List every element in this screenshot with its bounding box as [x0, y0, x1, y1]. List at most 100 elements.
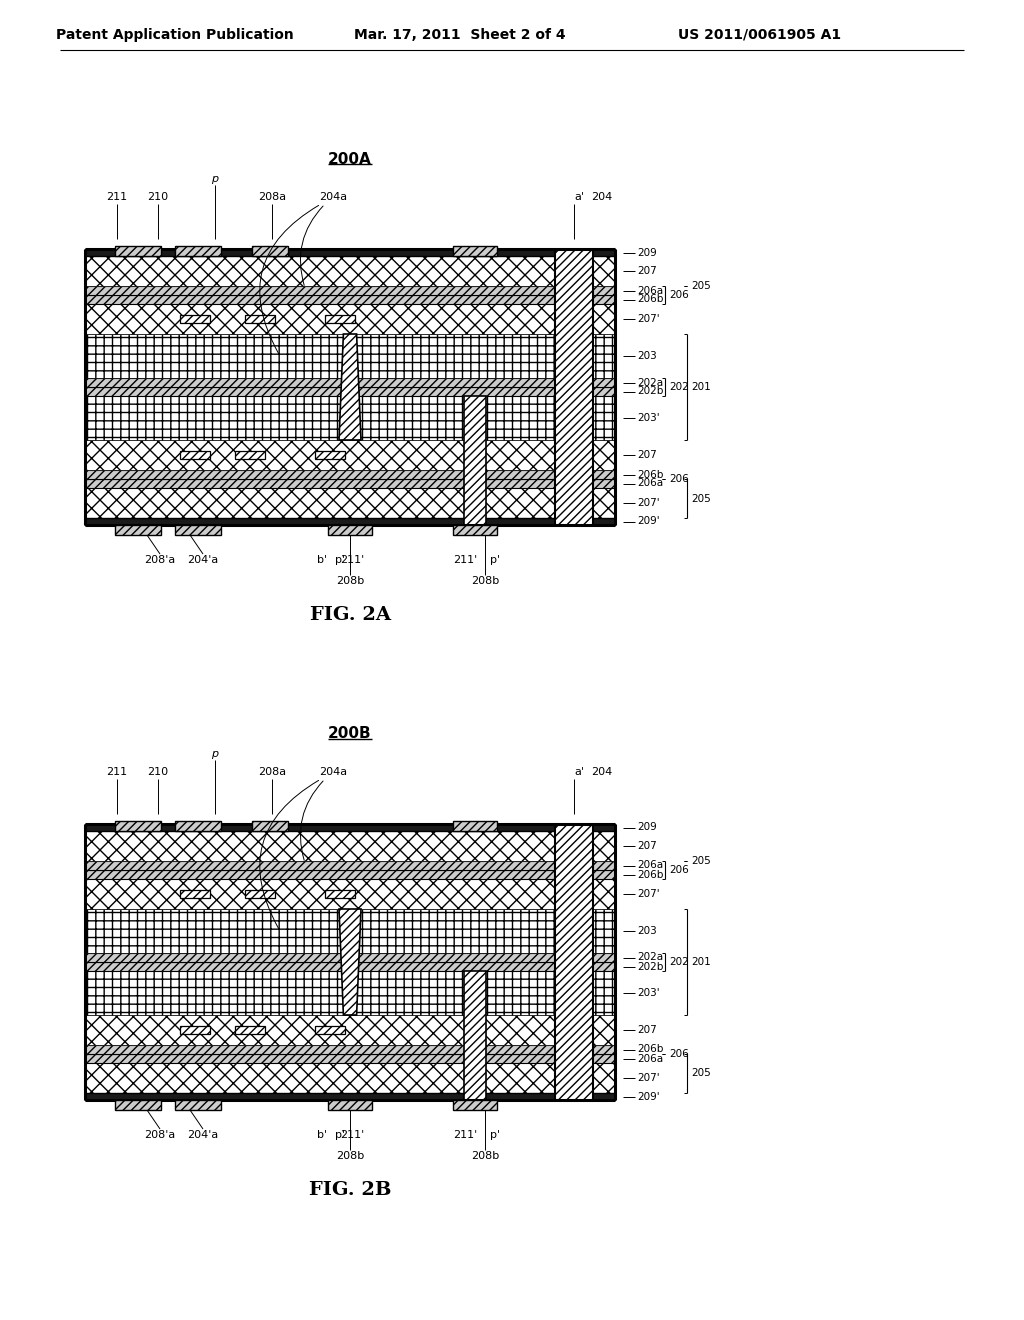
Text: 208b: 208b — [336, 1151, 365, 1162]
Text: 204: 204 — [592, 191, 612, 202]
Text: 204a: 204a — [318, 191, 347, 202]
Text: 202a: 202a — [637, 378, 664, 388]
Text: 209: 209 — [637, 248, 656, 257]
Text: a': a' — [574, 191, 584, 202]
Text: p: p — [211, 748, 218, 759]
Bar — [325, 890, 355, 898]
Bar — [85, 488, 615, 517]
Text: FIG. 2A: FIG. 2A — [309, 606, 390, 624]
Text: 202: 202 — [669, 381, 689, 392]
Bar — [180, 451, 210, 459]
Bar — [85, 861, 615, 870]
Bar — [453, 246, 497, 256]
Bar — [85, 387, 615, 396]
Text: 211: 211 — [106, 767, 128, 777]
Text: Mar. 17, 2011  Sheet 2 of 4: Mar. 17, 2011 Sheet 2 of 4 — [354, 28, 566, 42]
Text: 204'a: 204'a — [187, 554, 219, 565]
Text: 207: 207 — [637, 267, 656, 276]
Bar — [85, 479, 615, 488]
Bar — [85, 517, 615, 525]
Bar — [180, 1026, 210, 1034]
Text: 205: 205 — [691, 855, 711, 866]
Text: 207: 207 — [637, 450, 656, 459]
Bar — [180, 890, 210, 898]
Bar — [175, 525, 221, 535]
Bar — [555, 249, 593, 525]
Text: 207': 207' — [637, 498, 659, 508]
Bar — [85, 953, 615, 962]
Bar — [85, 440, 615, 470]
Text: 206: 206 — [669, 290, 689, 300]
Bar — [85, 304, 615, 334]
Text: 208b: 208b — [471, 576, 499, 586]
Text: b': b' — [317, 554, 327, 565]
Text: p': p' — [489, 1130, 500, 1140]
Bar — [252, 246, 288, 256]
Bar — [245, 890, 275, 898]
Text: p': p' — [489, 554, 500, 565]
Bar — [234, 451, 265, 459]
Bar — [328, 525, 372, 535]
Bar — [85, 1063, 615, 1093]
Text: 206: 206 — [669, 1049, 689, 1059]
Text: FIG. 2B: FIG. 2B — [309, 1181, 391, 1199]
Bar — [85, 1045, 615, 1053]
Text: 210: 210 — [147, 191, 169, 202]
Bar — [180, 315, 210, 323]
Text: 206b: 206b — [637, 870, 664, 879]
Text: 202b: 202b — [637, 961, 664, 972]
Bar — [234, 1026, 265, 1034]
Text: 206a: 206a — [637, 1053, 664, 1064]
Polygon shape — [339, 909, 361, 1015]
Text: 205: 205 — [691, 494, 711, 503]
Bar — [85, 286, 615, 294]
Text: a': a' — [574, 767, 584, 777]
Polygon shape — [339, 334, 361, 440]
Bar — [252, 821, 288, 832]
Bar — [328, 1100, 372, 1110]
Text: 208a: 208a — [258, 191, 286, 202]
Text: 208b: 208b — [336, 576, 365, 586]
Bar — [175, 1100, 221, 1110]
Text: 204'a: 204'a — [187, 1130, 219, 1140]
Text: 206b: 206b — [637, 470, 664, 479]
Text: 208a: 208a — [258, 767, 286, 777]
Text: 207': 207' — [637, 1073, 659, 1082]
Text: 211: 211 — [106, 191, 128, 202]
Bar — [245, 315, 275, 323]
Text: 207': 207' — [637, 888, 659, 899]
Bar — [453, 1100, 497, 1110]
Text: p': p' — [335, 1130, 345, 1140]
Text: 206a: 206a — [637, 479, 664, 488]
Bar — [115, 1100, 161, 1110]
Text: 201: 201 — [691, 381, 711, 392]
Text: 206: 206 — [669, 474, 689, 484]
Text: 207: 207 — [637, 1026, 656, 1035]
Bar — [85, 962, 615, 972]
Text: 209': 209' — [637, 1092, 659, 1101]
Bar — [555, 824, 593, 1100]
Text: 207: 207 — [637, 841, 656, 851]
Text: 206: 206 — [669, 865, 689, 875]
Text: US 2011/0061905 A1: US 2011/0061905 A1 — [679, 28, 842, 42]
Text: 206b: 206b — [637, 1044, 664, 1055]
Text: 211': 211' — [453, 1130, 477, 1140]
Text: p: p — [211, 174, 218, 183]
Bar — [85, 256, 615, 286]
Bar — [85, 832, 615, 861]
Bar — [85, 334, 615, 378]
Text: 204: 204 — [592, 767, 612, 777]
Text: 202a: 202a — [637, 953, 664, 962]
Text: 204a: 204a — [318, 767, 347, 777]
Bar — [85, 396, 615, 440]
Bar — [85, 249, 615, 256]
Bar — [85, 1053, 615, 1063]
Text: 203: 203 — [637, 927, 656, 936]
Text: 211': 211' — [340, 554, 365, 565]
Text: 200A: 200A — [328, 152, 372, 166]
Text: 210: 210 — [147, 767, 169, 777]
Bar — [85, 824, 615, 832]
Bar — [464, 972, 486, 1100]
Bar — [464, 396, 486, 525]
Bar — [175, 246, 221, 256]
